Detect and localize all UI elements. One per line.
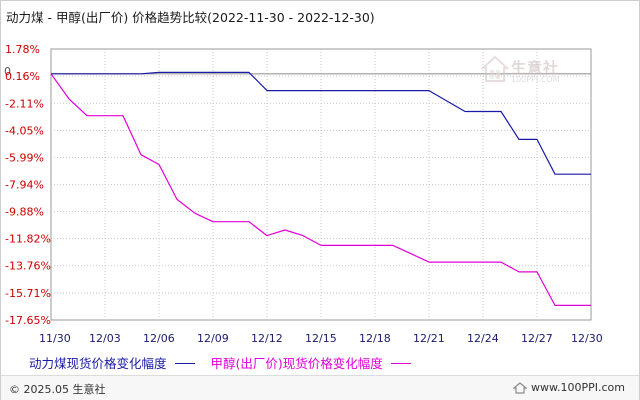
zero-label: 0 (4, 65, 11, 78)
copyright-text: © 2025.05 生意社 (9, 383, 106, 396)
house-logo-icon (480, 55, 510, 82)
series-line-coal (51, 71, 591, 175)
x-tick-label: 12/24 (467, 332, 499, 345)
watermark: 生意社 100PPI.COM (480, 55, 560, 87)
y-tick-label: -7.94% (5, 179, 44, 192)
y-tick-label: -9.88% (5, 206, 44, 219)
y-tick-label: 0.16% (5, 70, 40, 83)
x-tick-label: 12/27 (521, 332, 553, 345)
y-tick-label: -5.99% (5, 151, 44, 164)
y-tick-label: -17.65% (5, 314, 51, 327)
watermark-name: 生意社 (511, 59, 560, 77)
y-tick-label: -11.82% (5, 233, 51, 246)
x-tick-label: 12/30 (571, 332, 603, 345)
legend-swatch-coal (174, 363, 195, 364)
legend-label-coal: 动力煤现货价格变化幅度 (29, 356, 167, 371)
series-lines (50, 71, 591, 306)
y-tick-label: -15.71% (5, 287, 51, 300)
y-tick-label: -13.76% (5, 260, 51, 273)
x-tick-label: 12/21 (413, 332, 445, 345)
grid-lines (50, 48, 592, 321)
legend-swatch-methanol (390, 363, 411, 364)
x-tick-label: 12/03 (89, 332, 121, 345)
legend: 动力煤现货价格变化幅度 甲醇(出厂价)现货价格变化幅度 (29, 353, 427, 372)
site-url: www.100PPI.com (531, 381, 625, 394)
x-tick-label: 12/12 (251, 332, 283, 345)
line-chart: 0 1.78% 0.16% -2.11% -4.05% -5.99% -7.94% -9.8… (4, 43, 603, 345)
y-tick-label: -2.11% (5, 97, 44, 110)
x-tick-label: 12/15 (305, 332, 337, 345)
site-logo-icon (513, 381, 528, 394)
x-tick-label: 12/18 (359, 332, 391, 345)
chart-title: 动力煤 - 甲醇(出厂价) 价格趋势比较(2022-11-30 - 2022-1… (6, 10, 375, 25)
x-tick-label: 12/06 (143, 332, 175, 345)
series-line-methanol (50, 73, 591, 306)
axis-labels: 1.78% 0.16% -2.11% -4.05% -5.99% -7.94% -9.88%… (5, 43, 603, 345)
watermark-url: 100PPI.COM (511, 75, 560, 84)
legend-label-methanol: 甲醇(出厂价)现货价格变化幅度 (210, 356, 383, 371)
footer: © 2025.05 生意社 www.100PPI.com (1, 375, 639, 400)
site-link[interactable]: www.100PPI.com (513, 381, 625, 394)
y-tick-label: -4.05% (5, 124, 44, 137)
x-tick-label: 12/09 (197, 332, 229, 345)
y-tick-label: 1.78% (5, 43, 40, 56)
x-tick-label: 11/30 (39, 332, 71, 345)
